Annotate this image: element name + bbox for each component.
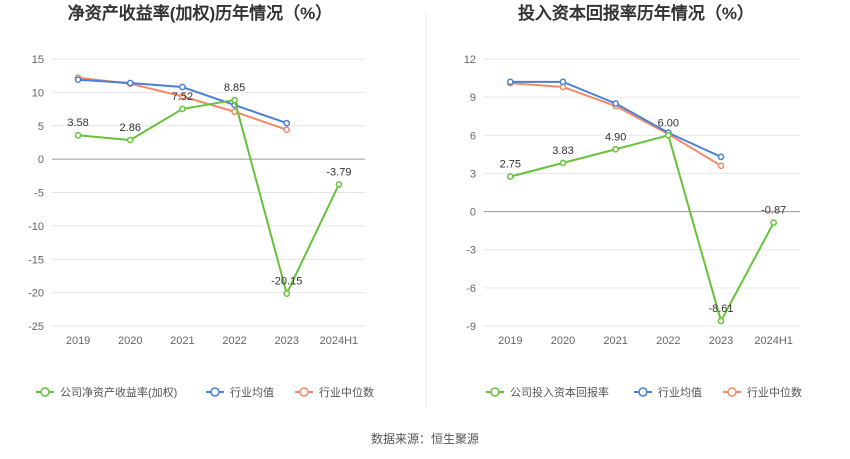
data-label: 7.52 bbox=[172, 91, 193, 103]
data-label: 4.90 bbox=[605, 131, 626, 143]
data-point bbox=[179, 83, 186, 91]
data-point bbox=[283, 119, 291, 127]
x-tick-label: 2023 bbox=[275, 335, 299, 347]
roe-chart-panel: 净资产收益率(加权)历年情况（%） 15 10 5 0 -5 -10 -15 -20 -25 201… bbox=[28, 3, 374, 399]
legend-marker bbox=[40, 387, 50, 397]
legend-item[interactable]: 行业中位数 bbox=[723, 385, 802, 399]
y-tick-label: -6 bbox=[466, 283, 476, 295]
data-point bbox=[126, 136, 134, 144]
data-point bbox=[74, 76, 82, 84]
legend-label: 行业均值 bbox=[230, 386, 274, 399]
legend-item[interactable]: 行业均值 bbox=[634, 386, 702, 399]
data-label: -3.79 bbox=[326, 166, 351, 178]
x-tick-label: 2019 bbox=[66, 335, 90, 347]
data-point bbox=[612, 145, 620, 153]
data-point bbox=[74, 131, 82, 139]
legend-item[interactable]: 公司投入资本回报率 bbox=[486, 385, 609, 399]
data-point bbox=[559, 78, 567, 86]
data-point bbox=[126, 79, 134, 87]
x-tick-label: 2020 bbox=[551, 335, 575, 347]
legend-label: 行业中位数 bbox=[319, 385, 374, 399]
y-tick-label: 5 bbox=[38, 121, 44, 133]
data-label: 6.00 bbox=[658, 117, 679, 129]
legend-item[interactable]: 行业均值 bbox=[206, 386, 274, 399]
x-tick-label: 2023 bbox=[709, 335, 733, 347]
data-label: -0.87 bbox=[761, 205, 786, 217]
legend-item[interactable]: 公司净资产收益率(加权) bbox=[36, 385, 177, 399]
data-label: 2.75 bbox=[500, 159, 521, 171]
y-tick-label: -25 bbox=[28, 321, 44, 333]
data-point bbox=[283, 126, 291, 134]
y-tick-label: -20 bbox=[28, 288, 44, 300]
y-tick-label: -15 bbox=[28, 254, 44, 266]
data-point bbox=[335, 181, 343, 188]
legend-label: 公司投入资本回报率 bbox=[510, 385, 609, 399]
x-tick-label: 2021 bbox=[603, 335, 627, 347]
x-tick-label: 2019 bbox=[498, 335, 522, 347]
x-tick-label: 2021 bbox=[170, 335, 194, 347]
chart-title: 净资产收益率(加权)历年情况（%） bbox=[68, 3, 332, 23]
data-source-label: 数据来源：恒生聚源 bbox=[371, 431, 479, 446]
data-label: 2.86 bbox=[120, 122, 141, 134]
data-point bbox=[559, 159, 567, 167]
y-tick-label: -5 bbox=[34, 188, 44, 200]
legend-item[interactable]: 行业中位数 bbox=[295, 385, 374, 399]
data-label: 3.58 bbox=[67, 117, 88, 129]
data-point bbox=[664, 131, 672, 139]
data-label: -8.61 bbox=[708, 303, 733, 315]
y-tick-label: 0 bbox=[38, 154, 44, 166]
y-tick-label: 6 bbox=[470, 130, 476, 142]
x-tick-label: 2024H1 bbox=[754, 335, 793, 347]
data-point bbox=[179, 93, 186, 100]
data-point bbox=[179, 105, 186, 113]
data-point bbox=[506, 78, 514, 86]
y-tick-label: 12 bbox=[464, 54, 476, 66]
series-line-2 bbox=[510, 82, 722, 167]
legend-marker bbox=[490, 387, 500, 397]
data-point bbox=[506, 173, 514, 180]
roic-chart-panel: 投入资本回报率历年情况（%） 12 9 6 3 0 -3 -6 -9 2019 2020 2021 20… bbox=[464, 3, 802, 399]
y-tick-label: 0 bbox=[470, 207, 476, 219]
chart-title: 投入资本回报率历年情况（%） bbox=[518, 3, 754, 23]
series-line-0 bbox=[510, 134, 775, 323]
y-tick-label: -10 bbox=[28, 221, 44, 233]
legend-marker bbox=[638, 387, 648, 397]
y-tick-label: -9 bbox=[466, 321, 476, 333]
data-label: -20.15 bbox=[271, 276, 302, 288]
x-tick-label: 2022 bbox=[222, 335, 246, 347]
legend-label: 行业中位数 bbox=[747, 385, 802, 399]
data-point bbox=[717, 317, 725, 325]
data-point bbox=[717, 162, 725, 170]
legend-marker bbox=[299, 387, 309, 397]
y-tick-label: 9 bbox=[470, 92, 476, 104]
x-tick-label: 2024H1 bbox=[320, 335, 359, 347]
y-tick-label: 10 bbox=[32, 87, 44, 99]
data-point bbox=[612, 100, 620, 107]
data-label: 3.83 bbox=[552, 145, 573, 157]
legend-marker bbox=[727, 387, 737, 397]
data-label: 8.85 bbox=[224, 82, 245, 94]
data-point bbox=[770, 219, 778, 226]
y-tick-label: -3 bbox=[466, 245, 476, 257]
data-point bbox=[717, 153, 725, 161]
legend-label: 公司净资产收益率(加权) bbox=[60, 385, 177, 399]
x-tick-label: 2020 bbox=[118, 335, 142, 347]
series-line-0 bbox=[77, 99, 340, 295]
x-tick-label: 2022 bbox=[656, 335, 680, 347]
data-point bbox=[231, 96, 238, 104]
data-point bbox=[283, 290, 291, 297]
y-tick-label: 15 bbox=[32, 54, 44, 66]
y-tick-label: 3 bbox=[470, 168, 476, 180]
legend-marker bbox=[210, 387, 220, 397]
legend-label: 行业均值 bbox=[658, 386, 702, 399]
